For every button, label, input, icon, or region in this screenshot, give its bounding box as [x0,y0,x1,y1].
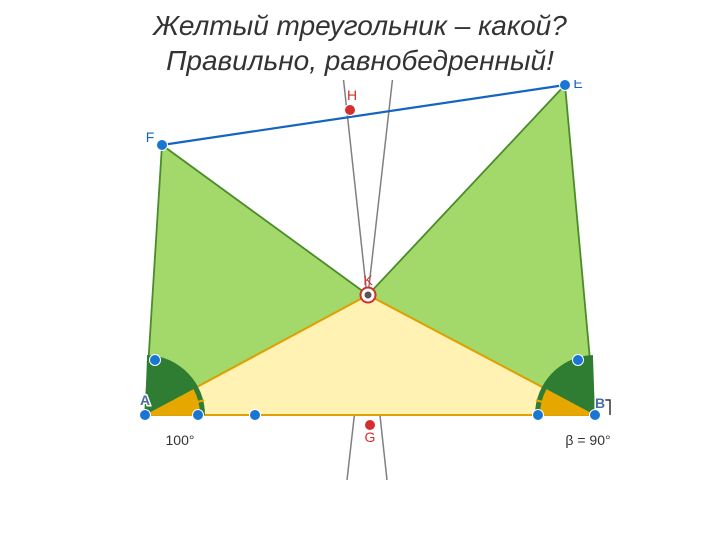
title-line-1: Желтый треугольник – какой? [0,8,720,43]
svg-text:F: F [146,129,155,145]
svg-text:β = 90°: β = 90° [565,432,610,448]
svg-text:E: E [573,80,582,91]
svg-text:100°: 100° [166,432,195,448]
svg-text:G: G [365,429,376,445]
svg-text:A: A [140,392,150,408]
svg-text:K: K [363,272,373,288]
geometry-diagram: A B F E H G K 100° β = 90° [90,80,630,500]
svg-text:H: H [347,87,357,103]
svg-text:B: B [595,395,605,411]
title-line-2: Правильно, равнобедренный! [0,43,720,78]
page-title: Желтый треугольник – какой? Правильно, р… [0,0,720,78]
